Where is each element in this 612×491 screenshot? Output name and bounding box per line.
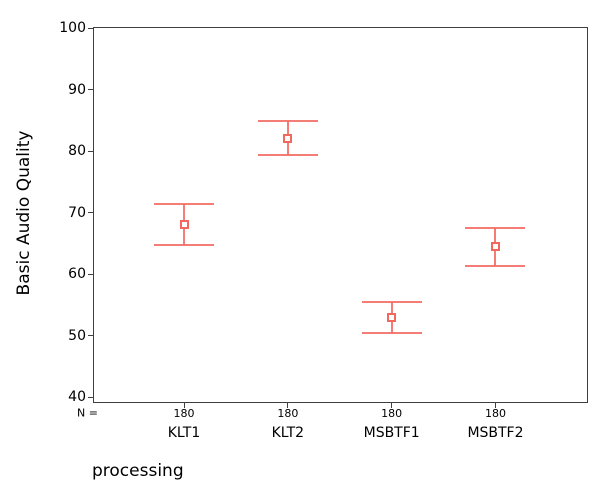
plot-area bbox=[93, 27, 588, 403]
mean-marker bbox=[490, 242, 500, 252]
y-tick-label: 50 bbox=[68, 327, 86, 344]
x-tick-mark bbox=[287, 403, 289, 408]
category-label: KLT2 bbox=[271, 425, 305, 441]
mean-marker bbox=[179, 220, 189, 230]
y-tick-mark bbox=[88, 212, 93, 213]
error-bar-cap-top bbox=[465, 226, 526, 229]
y-axis-title: Basic Audio Quality bbox=[14, 130, 34, 296]
y-tick-mark bbox=[88, 27, 93, 29]
y-tick-mark bbox=[88, 335, 93, 336]
x-axis-title: processing bbox=[92, 461, 184, 481]
y-tick-label: 80 bbox=[68, 143, 86, 159]
y-tick-label: 90 bbox=[68, 81, 86, 98]
y-tick-mark bbox=[88, 273, 93, 275]
y-tick-mark bbox=[88, 396, 93, 398]
y-tick-label: 70 bbox=[68, 204, 86, 221]
error-bar-cap-bottom bbox=[361, 332, 422, 335]
n-value: 180 bbox=[277, 407, 299, 420]
error-bar-cap-top bbox=[257, 119, 318, 122]
y-tick-label: 100 bbox=[59, 20, 86, 36]
mean-marker bbox=[387, 312, 397, 322]
n-value: 180 bbox=[381, 407, 403, 420]
n-value: 180 bbox=[173, 407, 195, 420]
n-value: 180 bbox=[484, 407, 506, 420]
mean-marker bbox=[283, 133, 293, 143]
y-tick-mark bbox=[88, 89, 93, 90]
error-bar-cap-top bbox=[361, 301, 422, 304]
category-label: MSBTF1 bbox=[363, 425, 420, 441]
error-bar-cap-bottom bbox=[465, 265, 526, 267]
n-equals-label: N = bbox=[77, 406, 98, 420]
x-tick-mark bbox=[391, 403, 393, 408]
error-bar-cap-bottom bbox=[154, 244, 214, 247]
x-tick-mark bbox=[183, 403, 185, 408]
error-bar-cap-top bbox=[154, 202, 214, 205]
error-bar-cap-bottom bbox=[257, 154, 318, 157]
category-label: MSBTF2 bbox=[467, 425, 524, 441]
x-tick-mark bbox=[494, 403, 496, 408]
y-tick-label: 60 bbox=[68, 266, 86, 282]
y-tick-label: 40 bbox=[68, 389, 86, 405]
category-label: KLT1 bbox=[167, 425, 201, 441]
y-tick-mark bbox=[88, 150, 93, 152]
